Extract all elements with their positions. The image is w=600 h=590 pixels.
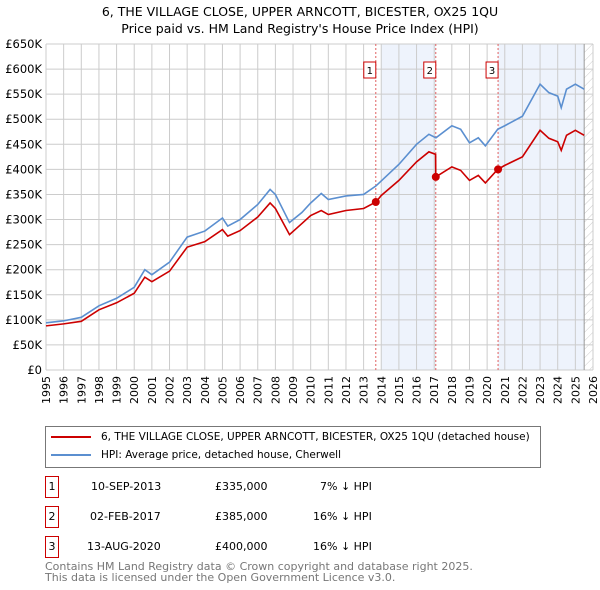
sale-point <box>371 197 380 206</box>
y-tick-label: £0 <box>27 363 42 377</box>
transaction-number: 3 <box>45 536 59 558</box>
x-tick-label: 2021 <box>499 376 512 404</box>
transaction-row: 1 10-SEP-2013 £335,000 7% ↓ HPI <box>45 476 445 498</box>
x-tick-label: 2023 <box>534 376 547 404</box>
x-tick-label: 1998 <box>93 376 106 404</box>
footer-licence: This data is licensed under the Open Gov… <box>45 571 396 584</box>
x-tick-label: 1999 <box>111 376 124 404</box>
x-tick-label: 2012 <box>340 376 353 404</box>
hpi-line <box>45 82 585 324</box>
sale-point <box>494 165 503 174</box>
transaction-price: £335,000 <box>215 480 268 493</box>
transaction-price: £385,000 <box>215 510 268 523</box>
x-tick-label: 2000 <box>128 376 141 404</box>
y-tick-label: £100K <box>5 313 42 327</box>
transaction-delta: 16% ↓ HPI <box>313 510 372 523</box>
sale-label-box <box>485 61 499 79</box>
sale-label: 3 <box>489 66 495 77</box>
x-tick-label: 1995 <box>40 376 53 404</box>
y-tick-label: £250K <box>5 238 42 252</box>
transaction-date: 13-AUG-2020 <box>87 540 161 553</box>
property-price-line <box>45 129 585 327</box>
x-tick-label: 2022 <box>516 376 529 404</box>
transaction-delta: 16% ↓ HPI <box>313 540 372 553</box>
sale-label-box <box>363 61 377 79</box>
transaction-row: 3 13-AUG-2020 £400,000 16% ↓ HPI <box>45 536 445 558</box>
x-tick-label: 2003 <box>181 376 194 404</box>
transaction-row: 2 02-FEB-2017 £385,000 16% ↓ HPI <box>45 506 445 528</box>
shaded-period <box>498 44 585 370</box>
legend-hpi: HPI: Average price, detached house, Cher… <box>101 449 342 461</box>
footer-copyright: Contains HM Land Registry data © Crown c… <box>45 560 473 573</box>
y-tick-label: £50K <box>13 338 43 352</box>
x-tick-label: 2014 <box>375 376 388 404</box>
x-tick-label: 2019 <box>463 376 476 404</box>
x-tick-label: 1997 <box>75 376 88 404</box>
x-tick-label: 2004 <box>199 376 212 404</box>
transaction-price: £400,000 <box>215 540 268 553</box>
y-tick-label: £350K <box>5 187 42 201</box>
y-tick-label: £500K <box>5 112 42 126</box>
shaded-period <box>381 44 436 370</box>
y-tick-label: £400K <box>5 162 42 176</box>
chart-subtitle: Price paid vs. HM Land Registry's House … <box>121 21 479 36</box>
legend: 6, THE VILLAGE CLOSE, UPPER ARNCOTT, BIC… <box>45 426 541 468</box>
x-tick-label: 2002 <box>164 376 177 404</box>
legend-property: 6, THE VILLAGE CLOSE, UPPER ARNCOTT, BIC… <box>101 431 530 443</box>
y-tick-label: £600K <box>5 62 42 76</box>
x-tick-label: 2006 <box>234 376 247 404</box>
y-tick-label: £550K <box>5 87 42 101</box>
y-tick-label: £650K <box>5 37 42 51</box>
x-tick-label: 2013 <box>358 376 371 404</box>
transaction-number: 1 <box>45 476 59 498</box>
footer: Contains HM Land Registry data © Crown c… <box>45 561 473 583</box>
x-tick-label: 2017 <box>428 376 441 404</box>
x-tick-label: 2018 <box>446 376 459 404</box>
x-tick-label: 1996 <box>58 376 71 404</box>
sale-point <box>431 172 440 181</box>
x-tick-label: 2009 <box>287 376 300 404</box>
x-tick-label: 2008 <box>269 376 282 404</box>
legend-blue-line <box>51 454 91 456</box>
transaction-delta: 7% ↓ HPI <box>320 480 372 493</box>
transaction-number: 2 <box>45 506 59 528</box>
sale-label: 2 <box>427 66 433 77</box>
x-tick-label: 2024 <box>552 376 565 404</box>
x-tick-label: 2015 <box>393 376 406 404</box>
legend-red-line <box>51 436 91 438</box>
x-tick-label: 2010 <box>305 376 318 404</box>
x-tick-label: 2026 <box>587 376 600 404</box>
sale-label: 1 <box>367 66 373 77</box>
y-tick-label: £150K <box>5 288 42 302</box>
chart-title: 6, THE VILLAGE CLOSE, UPPER ARNCOTT, BIC… <box>101 4 499 19</box>
x-tick-label: 2020 <box>481 376 494 404</box>
x-tick-label: 2016 <box>411 376 424 404</box>
y-tick-label: £450K <box>5 137 42 151</box>
sale-label-box <box>423 61 437 79</box>
x-tick-label: 2001 <box>146 376 159 404</box>
x-tick-label: 2007 <box>252 376 265 404</box>
transaction-date: 02-FEB-2017 <box>90 510 161 523</box>
transaction-date: 10-SEP-2013 <box>91 480 162 493</box>
y-tick-label: £300K <box>5 213 42 227</box>
forecast-hatch <box>584 44 593 370</box>
x-tick-label: 2011 <box>322 376 335 404</box>
x-tick-label: 2005 <box>216 376 229 404</box>
price-chart: 1995 1996 1997 1998 1999 2000 2001 2002 2003 2004… <box>5 37 600 404</box>
x-tick-label: 2025 <box>569 376 582 404</box>
y-tick-label: £200K <box>5 263 42 277</box>
